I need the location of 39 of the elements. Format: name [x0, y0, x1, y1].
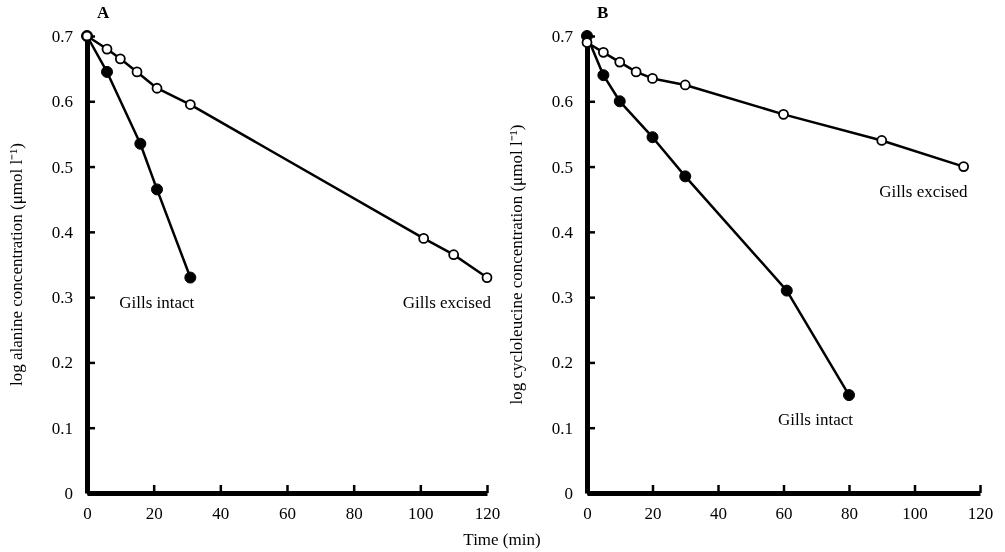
- x-tick-label: 40: [212, 504, 230, 524]
- y-tick-label: 0.6: [551, 92, 573, 112]
- x-tick-label: 0: [83, 504, 92, 524]
- x-tick-label: 120: [474, 504, 501, 524]
- x-tick-label: 20: [644, 504, 662, 524]
- y-tick-label: 0.7: [51, 26, 74, 46]
- x-tick-label: 80: [841, 504, 858, 524]
- y-tick-label: 0.2: [551, 353, 573, 373]
- x-tick-label: 120: [967, 504, 994, 524]
- x-tick-label: 80: [345, 504, 363, 524]
- x-tick-label: 40: [710, 504, 727, 524]
- x-tick-label: 100: [408, 504, 434, 524]
- y-tick-label: 0: [64, 483, 73, 503]
- y-tick-label: 0.3: [51, 288, 73, 308]
- y-tick-label: 0.6: [51, 92, 73, 112]
- y-tick-label: 0.1: [51, 418, 73, 438]
- y-tick-label: 0.3: [551, 288, 573, 308]
- x-tick-label: 20: [145, 504, 163, 524]
- y-axis-title: log alanine concentration (μmol l⁻¹): [7, 142, 26, 387]
- series-label: Gills intact: [119, 292, 195, 312]
- y-tick-label: 0.1: [551, 418, 573, 438]
- y-axis-title: log cycloleucine concentration (μmol l⁻¹): [507, 124, 526, 405]
- y-tick-label: 0.4: [551, 222, 574, 242]
- y-tick-label: 0.2: [51, 353, 73, 373]
- y-tick-label: 0.5: [551, 157, 573, 177]
- series-label: Gills excised: [402, 292, 492, 312]
- x-tick-label: 100: [902, 504, 928, 524]
- y-tick-label: 0.4: [51, 222, 74, 242]
- y-tick-label: 0.5: [51, 157, 73, 177]
- series-label: Gills intact: [777, 410, 854, 430]
- series-label: Gills excised: [879, 181, 969, 201]
- x-tick-label: 0: [583, 504, 592, 524]
- chart-title: B: [597, 3, 609, 22]
- y-tick-label: 0: [564, 483, 573, 503]
- chart-title: A: [97, 3, 110, 22]
- x-tick-label: 60: [775, 504, 793, 524]
- x-axis-title: Time (min): [463, 530, 541, 549]
- x-tick-label: 60: [279, 504, 296, 524]
- y-tick-label: 0.7: [551, 26, 574, 46]
